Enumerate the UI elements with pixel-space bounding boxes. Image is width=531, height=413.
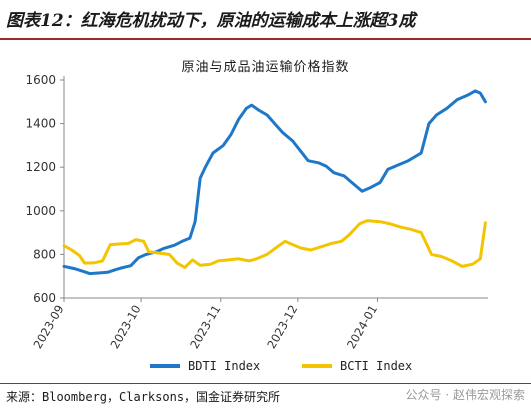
legend-label-bdti: BDTI Index [188, 359, 260, 373]
chart-title: 原油与成品油运输价格指数 [181, 60, 350, 75]
y-tick-label: 1200 [25, 160, 56, 174]
title-rule [0, 38, 531, 40]
watermark: 公众号 · 赵伟宏观探索 [405, 388, 525, 402]
x-tick-label: 2023-10 [108, 303, 144, 352]
y-tick-label: 1400 [25, 117, 56, 131]
x-tick-label: 2023-12 [264, 303, 300, 352]
x-tick-label: 2024-01 [344, 303, 380, 352]
x-tick-label: 2023-09 [30, 303, 66, 352]
y-tick-label: 1000 [25, 204, 56, 218]
y-tick-label: 800 [33, 247, 56, 261]
y-tick-label: 600 [33, 291, 56, 305]
source-note: 来源：Bloomberg，Clarksons，国金证券研究所 [6, 390, 281, 404]
y-tick-label: 1600 [25, 73, 56, 87]
legend-label-bcti: BCTI Index [340, 359, 412, 373]
chart-canvas: 600 800 1000 1200 1400 1600 2023-09 2023-10 2023… [25, 73, 488, 373]
series-line-bcti [62, 219, 487, 269]
x-tick-label: 2023-11 [187, 303, 223, 352]
footer-rule [0, 383, 531, 384]
figure-title: 图表12：红海危机扰动下，原油的运输成本上涨超3成 [6, 11, 416, 31]
series-line-bdti [62, 89, 487, 276]
